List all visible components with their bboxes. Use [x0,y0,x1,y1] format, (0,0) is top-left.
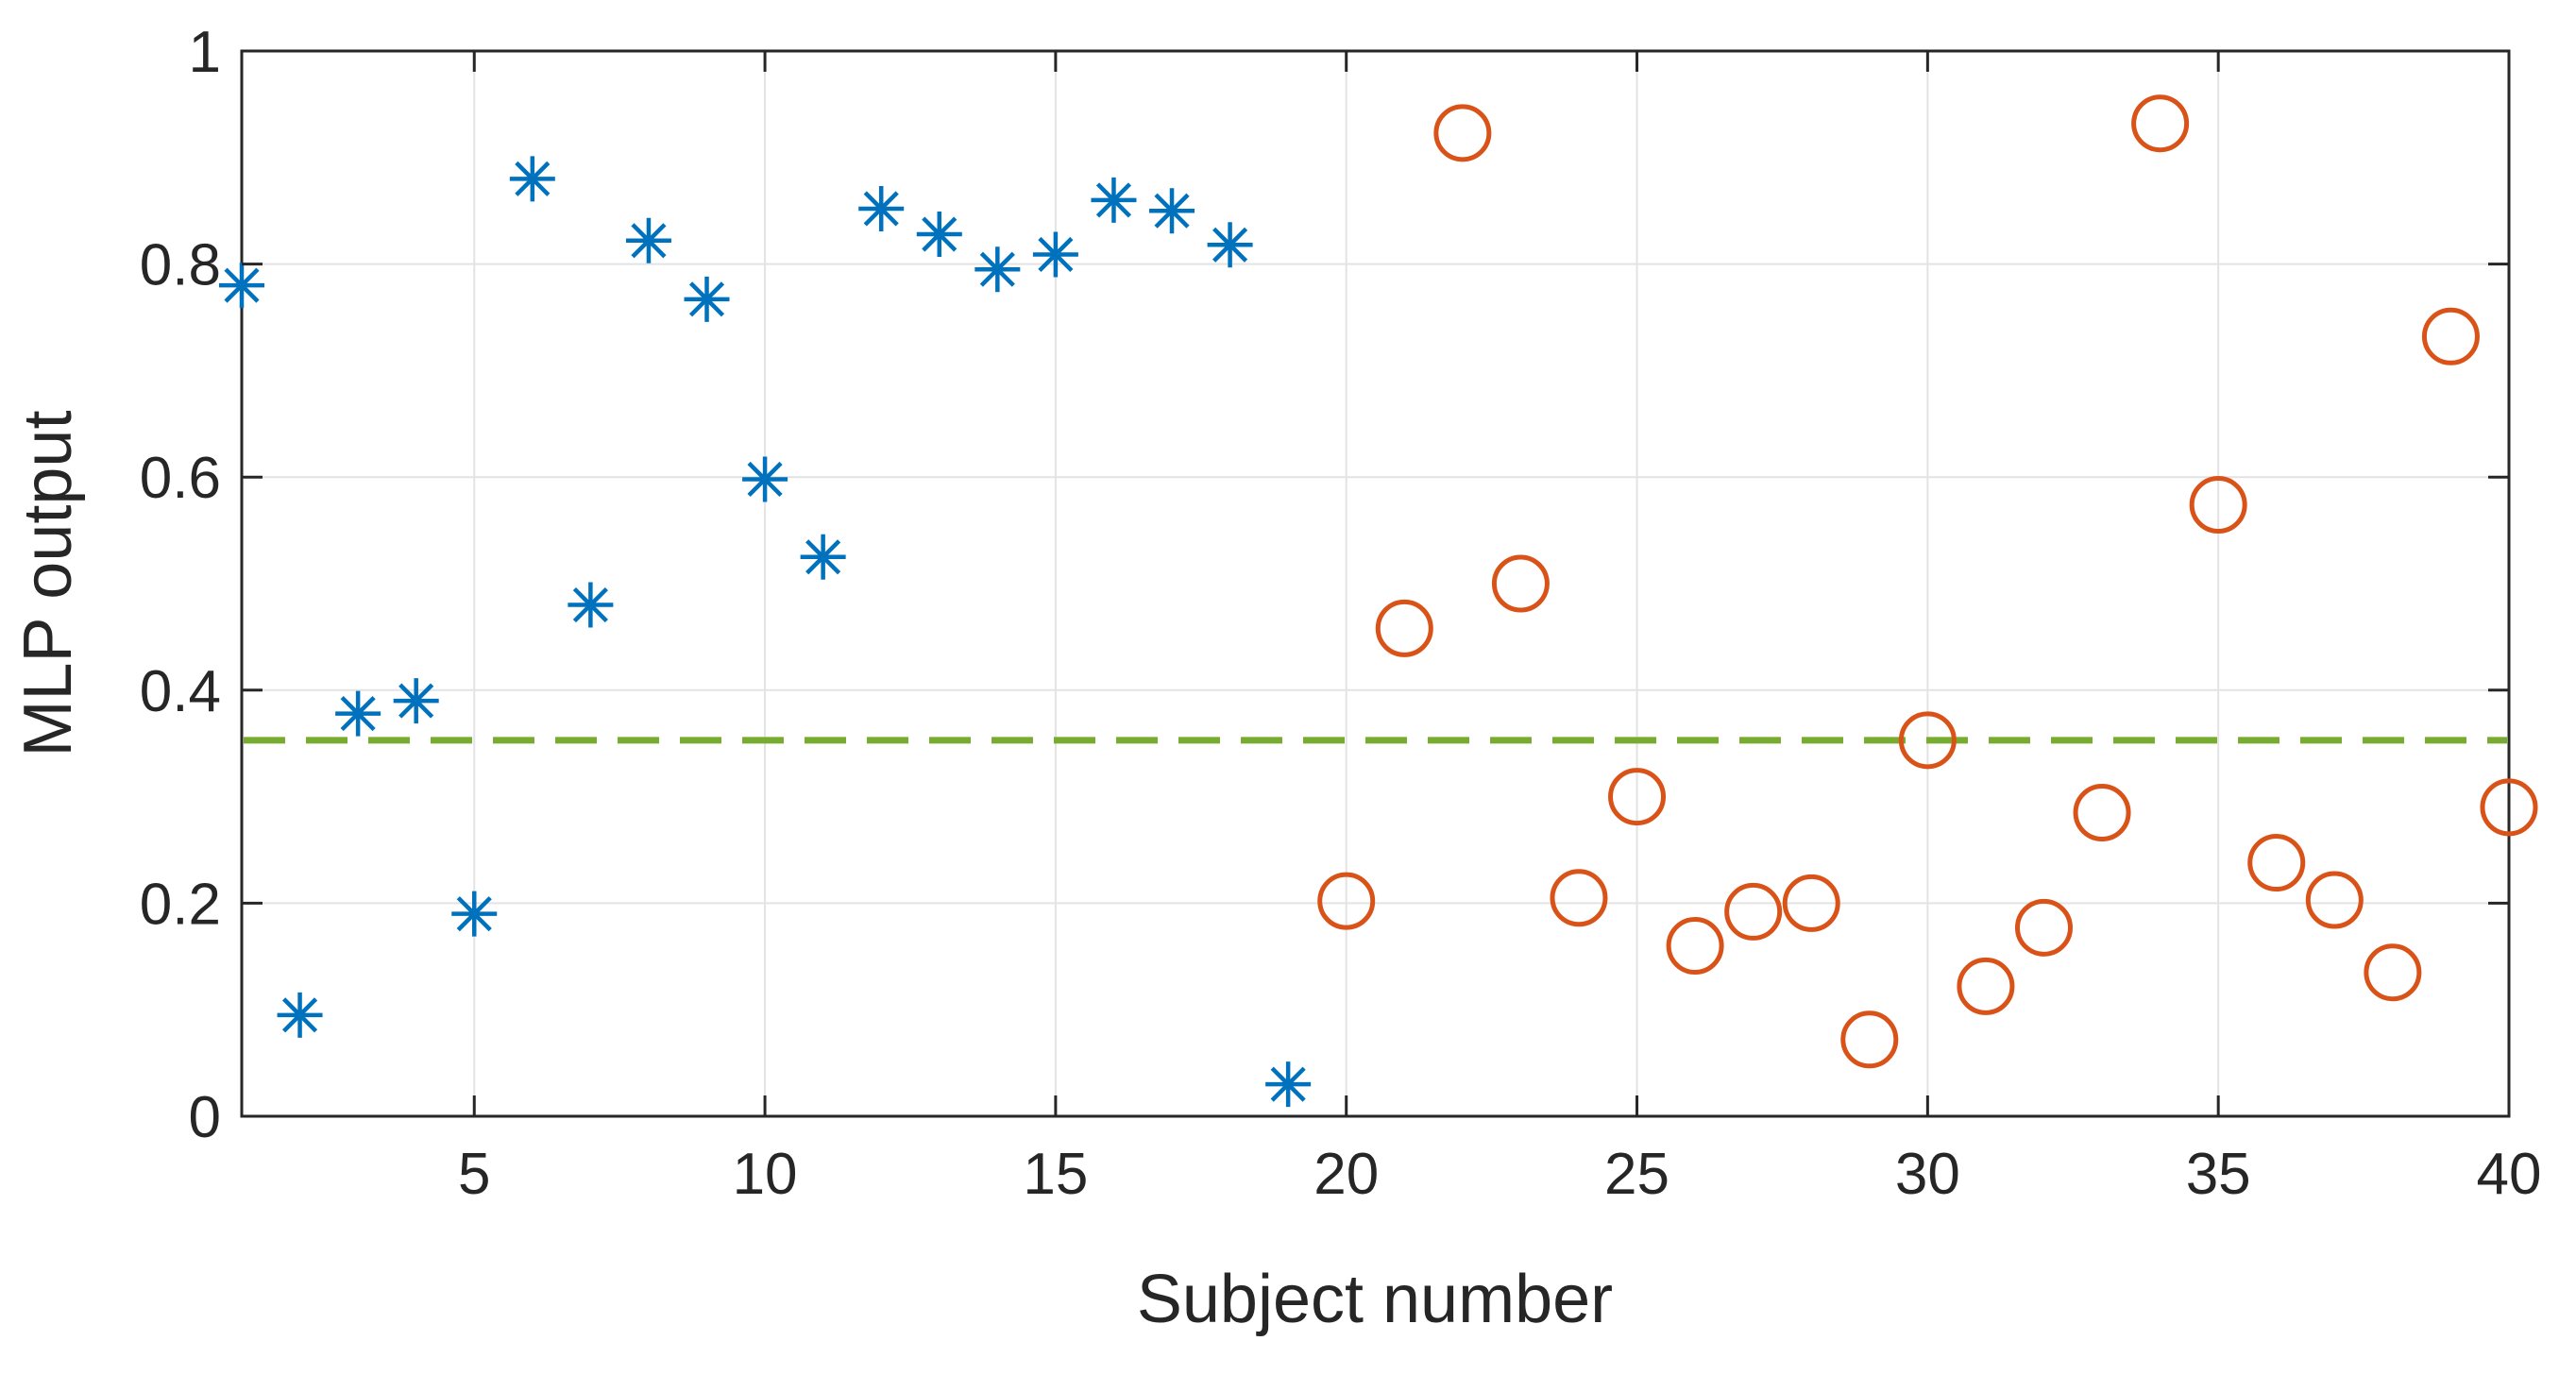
asterisk-marker [742,456,788,502]
asterisk-stroke [631,223,667,259]
circle-marker [1550,869,1608,927]
asterisk-marker [625,217,671,263]
asterisk-stroke [1154,193,1190,229]
x-tick-label: 30 [1895,1142,1960,1207]
circle-marker [1840,1010,1899,1069]
asterisk-marker [335,690,381,737]
asterisk-stroke [922,216,958,252]
circle-marker [1608,768,1667,826]
y-tick-label: 0.4 [140,659,221,724]
circle-marker [2421,307,2480,365]
asterisk-marker [1207,222,1253,268]
y-axis-label: MLP output [10,411,86,757]
asterisk-stroke [863,191,899,227]
circle-marker [2305,871,2364,929]
x-axis-label: Subject number [1137,1262,1613,1337]
x-tick-label: 25 [1604,1142,1669,1207]
asterisk-marker [1265,1061,1312,1108]
circle-marker [2073,784,2131,842]
asterisk-marker [219,263,264,309]
circle-marker [1957,957,2015,1015]
circle-marker [1433,104,1492,162]
x-tick-label: 5 [458,1142,490,1207]
asterisk-stroke [515,161,551,196]
asterisk-stroke [456,896,492,932]
circle-marker [2014,898,2073,957]
asterisk-marker [1032,231,1078,278]
x-tick-label: 10 [733,1142,798,1207]
asterisk-marker [393,678,439,724]
x-tick-label: 40 [2477,1142,2542,1207]
circle-marker [2189,476,2247,535]
circle-marker [1491,554,1550,613]
y-tick-label: 0.6 [140,446,221,511]
circle-marker [1782,874,1840,932]
asterisk-stroke [1212,227,1248,263]
circle-marker [1666,917,1724,976]
tick-labels: 5 10 15 20 25 30 35 40 0 0.2 0.4 0.6 0.8 1 [140,20,2542,1207]
asterisk-stroke [340,696,376,732]
asterisk-marker [800,534,846,580]
y-tick-label: 0.8 [140,233,221,298]
data-markers [219,94,2538,1108]
x-tick-label: 15 [1023,1142,1088,1207]
asterisk-stroke [747,461,783,498]
circle-marker [1898,711,1957,770]
asterisk-stroke [398,683,434,719]
y-tick-label: 0 [189,1085,221,1150]
asterisk-marker [974,246,1021,293]
asterisk-marker [451,891,498,937]
asterisk-marker [509,156,555,202]
asterisk-stroke [1038,236,1074,273]
asterisk-stroke [1270,1066,1306,1102]
y-tick-label: 1 [189,20,221,85]
asterisk-marker [277,992,323,1038]
circle-marker [2480,778,2538,837]
circle-marker [1317,872,1376,930]
asterisk-stroke [688,281,725,317]
circle-marker [1724,882,1783,941]
asterisk-marker [568,582,614,628]
circle-marker [2131,94,2190,153]
plot-frame [240,49,2511,1118]
x-tick-label: 20 [1313,1142,1379,1207]
asterisk-stroke [572,586,608,623]
grid-lines [242,50,2510,1117]
asterisk-marker [684,276,730,322]
circle-marker [2247,834,2306,892]
asterisk-marker [916,212,962,258]
asterisk-stroke [1095,182,1132,218]
asterisk-stroke [979,251,1015,287]
axis-ticks [242,49,2511,1118]
asterisk-marker [1149,188,1195,234]
asterisk-marker [1091,177,1137,223]
circle-marker [1375,599,1433,657]
asterisk-marker [858,185,905,231]
circle-marker [2364,943,2422,1002]
asterisk-stroke [805,539,841,575]
asterisk-stroke [282,997,318,1033]
x-tick-label: 35 [2186,1142,2251,1207]
y-tick-label: 0.2 [140,872,221,937]
asterisk-stroke [224,267,260,303]
